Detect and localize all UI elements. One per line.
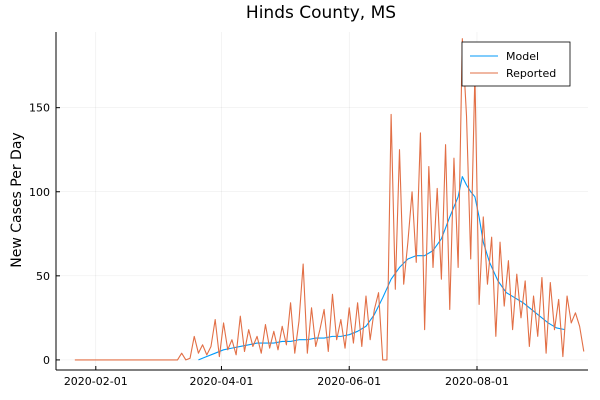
x-tick-label: 2020-02-01: [64, 375, 128, 388]
tick-labels: 2020-02-01 2020-04-01 2020-06-01 2020-08-01…: [29, 102, 509, 388]
legend: Model Reported: [461, 41, 571, 87]
y-tick-label: 100: [29, 186, 50, 199]
y-tick-label: 0: [43, 354, 50, 367]
series-line-reported: [74, 38, 585, 361]
series-lines: [74, 38, 585, 361]
x-tick-label: 2020-06-01: [317, 375, 381, 388]
axes: [55, 32, 588, 371]
chart-title: Hinds County, MS: [246, 3, 396, 23]
legend-label-model: Model: [506, 50, 539, 63]
legend-label-reported: Reported: [506, 67, 556, 80]
series-line-model: [198, 176, 566, 361]
y-axis-label: New Cases Per Day: [9, 132, 25, 267]
x-tick-label: 2020-04-01: [189, 375, 253, 388]
legend-box: [461, 41, 571, 87]
y-tick-label: 150: [29, 102, 50, 115]
y-tick-label: 50: [36, 270, 50, 283]
x-tick-label: 2020-08-01: [445, 375, 509, 388]
